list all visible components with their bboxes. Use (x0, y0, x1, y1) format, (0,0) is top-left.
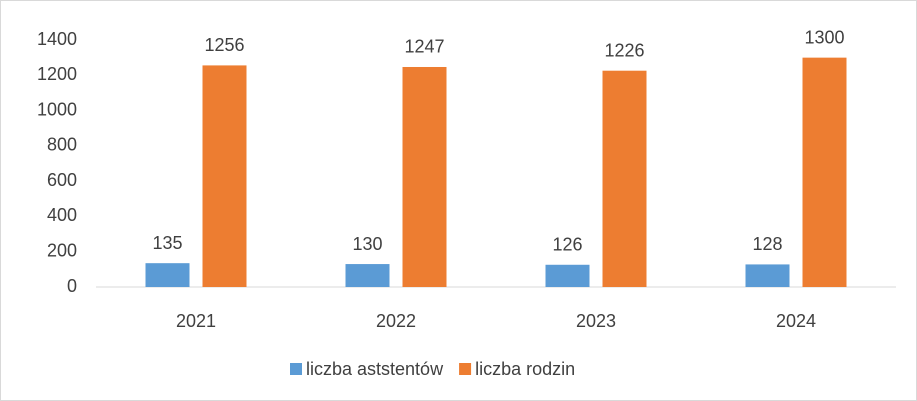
bar (402, 66, 447, 288)
bar (345, 264, 390, 287)
legend-swatch (290, 363, 302, 375)
y-tick-label: 0 (67, 276, 77, 296)
data-label: 1300 (804, 27, 844, 47)
y-tick-label: 600 (47, 170, 77, 190)
bar (145, 263, 190, 287)
x-tick-label: 2021 (176, 311, 216, 331)
bar (202, 65, 247, 287)
y-tick-label: 1200 (37, 64, 77, 84)
legend-label: liczba rodzin (475, 359, 575, 379)
bar (745, 264, 790, 287)
y-tick-label: 1400 (37, 29, 77, 49)
y-tick-label: 800 (47, 135, 77, 155)
legend-label: liczba aststentów (306, 359, 444, 379)
bar (545, 264, 590, 287)
data-label: 1256 (204, 35, 244, 55)
y-tick-label: 400 (47, 205, 77, 225)
x-tick-label: 2023 (576, 311, 616, 331)
x-tick-label: 2022 (376, 311, 416, 331)
bar (802, 57, 847, 288)
data-label: 126 (552, 235, 582, 255)
data-label: 1226 (604, 40, 644, 60)
legend-swatch (459, 363, 472, 375)
data-label: 135 (152, 233, 182, 253)
data-label: 128 (752, 234, 782, 254)
bar (602, 70, 647, 287)
x-tick-label: 2024 (776, 311, 816, 331)
data-label: 1247 (404, 37, 444, 57)
data-label: 130 (352, 234, 382, 254)
y-tick-label: 1000 (37, 99, 77, 119)
y-tick-label: 200 (47, 240, 77, 260)
